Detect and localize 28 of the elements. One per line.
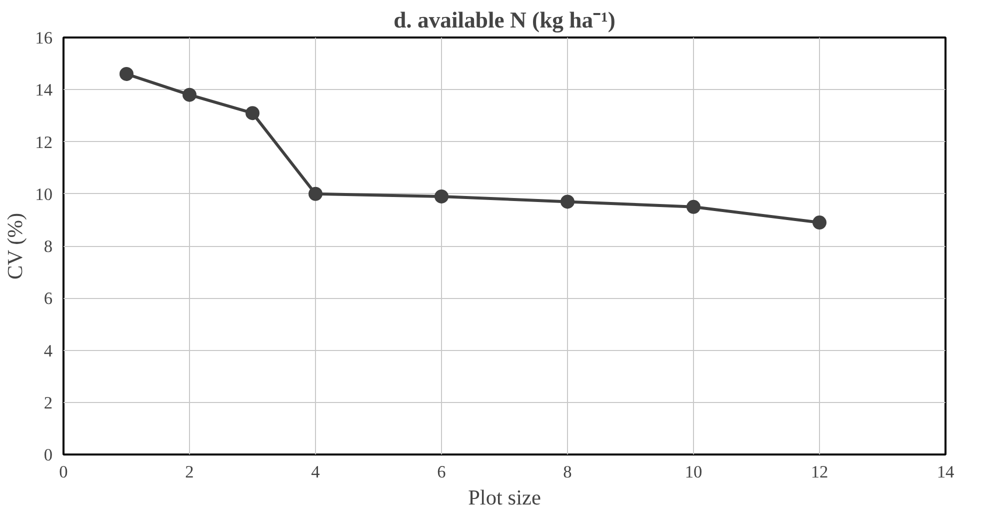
chart-title: d. available N (kg ha⁻¹) <box>394 8 616 32</box>
x-tick-label: 12 <box>810 462 828 482</box>
point <box>120 67 134 81</box>
y-tick-label: 4 <box>44 341 53 360</box>
point <box>308 186 322 201</box>
y-axis-title: CV (%) <box>3 212 28 280</box>
y-tick-label: 0 <box>44 446 53 464</box>
y-tick-label: 14 <box>35 80 53 100</box>
y-tick-label: 8 <box>44 237 53 256</box>
point <box>246 106 260 120</box>
y-tick-label: 6 <box>44 289 53 308</box>
y-tick-label: 12 <box>35 132 52 152</box>
x-tick-label: 4 <box>311 462 320 482</box>
point <box>560 194 574 209</box>
point <box>434 189 448 204</box>
point <box>182 88 196 102</box>
x-tick-label: 6 <box>437 462 446 482</box>
x-axis-title: Plot size <box>468 486 541 510</box>
point <box>686 200 700 214</box>
y-tick-label: 2 <box>44 393 53 412</box>
y-tick-label: 10 <box>35 184 52 204</box>
x-tick-label: 2 <box>185 462 194 482</box>
x-tick-label: 14 <box>936 462 954 482</box>
x-tick-label: 10 <box>684 462 702 482</box>
point <box>812 216 826 230</box>
y-tick-label: 16 <box>35 28 53 48</box>
x-tick-label: 0 <box>59 462 68 482</box>
x-tick-label: 8 <box>563 462 572 482</box>
